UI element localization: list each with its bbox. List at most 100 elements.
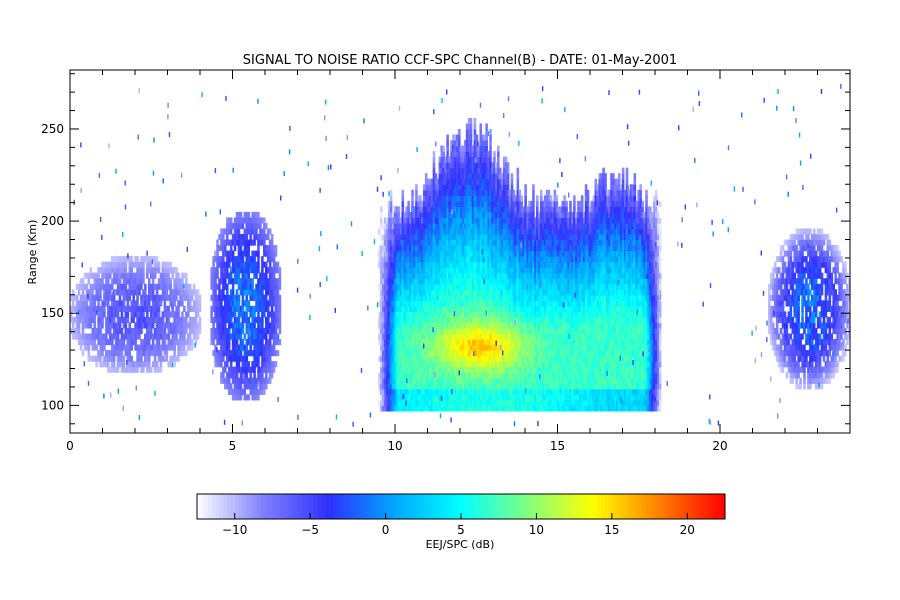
- heatmap-cell: [483, 399, 486, 406]
- heatmap-cell: [192, 289, 196, 296]
- heatmap-cell: [454, 195, 457, 202]
- heatmap-cell: [454, 140, 457, 147]
- heatmap-cell: [471, 294, 475, 301]
- heatmap-cell: [403, 283, 406, 290]
- heatmap-cell: [458, 305, 461, 312]
- heatmap-cell: [130, 355, 133, 362]
- heatmap-cell: [399, 245, 403, 252]
- heatmap-cell: [181, 322, 184, 329]
- heatmap-cell: [458, 327, 461, 335]
- heatmap-cell: [237, 366, 241, 373]
- heatmap-cell: [430, 256, 434, 263]
- heatmap-cell: [216, 294, 219, 301]
- heatmap-cell: [161, 344, 165, 351]
- heatmap-cell: [97, 278, 100, 285]
- heatmap-cell: [261, 388, 264, 395]
- heatmap-cell: [461, 184, 465, 191]
- heatmap-cell: [380, 217, 383, 224]
- heatmap-cell: [489, 200, 492, 207]
- heatmap-cell: [446, 184, 449, 191]
- heatmap-cell: [434, 278, 438, 285]
- heatmap-cell: [91, 283, 94, 290]
- heatmap-cell: [243, 366, 247, 373]
- heatmap-cell: [442, 272, 445, 279]
- heatmap-cell: [272, 256, 276, 263]
- heatmap-cell: [409, 239, 412, 246]
- heatmap-cell: [142, 261, 145, 268]
- heatmap-cell: [438, 245, 442, 252]
- heatmap-cell: [171, 355, 174, 362]
- heatmap-cell: [481, 327, 484, 335]
- heatmap-cell: [426, 388, 430, 395]
- heatmap-cell: [487, 333, 490, 340]
- heatmap-cell: [487, 272, 490, 279]
- heatmap-cell: [73, 316, 77, 324]
- heatmap-cell: [461, 222, 465, 230]
- heatmap-cell: [157, 366, 161, 373]
- heatmap-cell: [190, 305, 194, 312]
- heatmap-cell: [107, 339, 110, 346]
- heatmap-cell: [497, 283, 500, 290]
- heatmap-cell: [411, 211, 414, 219]
- heatmap-cell: [493, 267, 496, 274]
- heatmap-cell: [432, 156, 436, 163]
- heatmap-cell: [401, 250, 405, 257]
- heatmap-cell: [274, 250, 278, 257]
- heatmap-cell: [428, 311, 432, 318]
- heatmap-cell: [465, 151, 469, 158]
- heatmap-cell: [383, 372, 387, 379]
- heatmap-cell: [224, 278, 227, 285]
- heatmap-cell: [140, 361, 143, 368]
- heatmap-cell: [237, 211, 241, 219]
- heatmap-cell: [469, 228, 473, 235]
- heatmap-cell: [452, 383, 455, 390]
- heatmap-cell: [448, 206, 451, 213]
- heatmap-cell: [194, 322, 198, 329]
- heatmap-cell: [487, 222, 490, 230]
- heatmap-cell: [270, 322, 274, 329]
- heatmap-cell: [469, 350, 473, 357]
- heatmap-cell: [436, 339, 440, 346]
- heatmap-cell: [485, 333, 488, 340]
- heatmap-cell: [483, 256, 486, 263]
- heatmap-cell: [483, 167, 486, 174]
- heatmap-cell: [495, 195, 498, 202]
- heatmap-cell: [436, 383, 440, 390]
- heatmap-cell: [103, 339, 106, 346]
- heatmap-cell: [112, 261, 116, 268]
- heatmap-cell: [274, 361, 278, 368]
- heatmap-cell: [389, 305, 393, 312]
- heatmap-cell: [502, 383, 506, 390]
- heatmap-cell: [485, 189, 488, 196]
- heatmap-cell: [473, 289, 477, 296]
- heatmap-cell: [130, 339, 133, 346]
- heatmap-cell: [237, 272, 241, 279]
- heatmap-cell: [421, 316, 424, 324]
- heatmap-cell: [463, 267, 467, 274]
- heatmap-cell: [270, 272, 274, 279]
- heatmap-cell: [272, 261, 276, 268]
- heatmap-cell: [471, 305, 475, 312]
- heatmap-cell: [224, 361, 227, 368]
- heatmap-cell: [249, 217, 252, 224]
- heatmap-cell: [491, 294, 494, 301]
- heatmap-cell: [411, 361, 414, 368]
- heatmap-cell: [210, 333, 213, 340]
- heatmap-cell: [220, 300, 223, 307]
- heatmap-cell: [266, 361, 270, 368]
- heatmap-cell: [434, 399, 438, 406]
- heatmap-cell: [463, 394, 467, 401]
- heatmap-cell: [446, 256, 449, 263]
- heatmap-cell: [151, 278, 155, 285]
- heatmap-cell: [516, 195, 520, 202]
- heatmap-cell: [467, 117, 471, 125]
- heatmap-cell: [235, 344, 239, 351]
- heatmap-cell: [411, 289, 414, 296]
- heatmap-cell: [438, 366, 442, 373]
- heatmap-cell: [465, 162, 469, 169]
- heatmap-cell: [460, 327, 463, 335]
- heatmap-cell: [502, 272, 506, 279]
- heatmap-cell: [481, 388, 484, 395]
- heatmap-cell: [107, 350, 110, 357]
- heatmap-cell: [389, 278, 393, 285]
